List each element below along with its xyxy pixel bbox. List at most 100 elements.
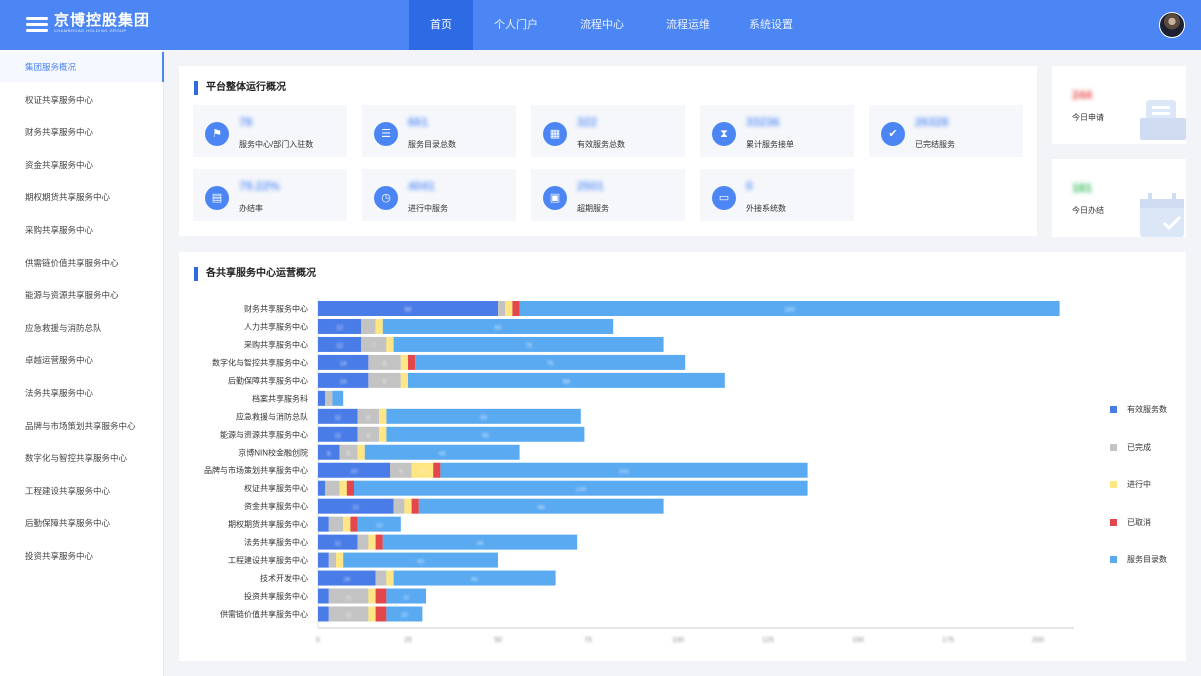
sidebar-item[interactable]: 品牌与市场策划共享服务中心 (25, 420, 136, 431)
sidebar-item[interactable]: 法务共享服务中心 (25, 388, 94, 398)
bar-segment[interactable] (393, 498, 405, 514)
sidebar-item[interactable]: 财务共享服务中心 (25, 127, 94, 138)
bar-segment[interactable] (318, 534, 358, 550)
legend-item[interactable]: 已取消 (1110, 517, 1151, 528)
bar-segment[interactable] (336, 552, 344, 568)
bar-segment[interactable] (318, 444, 340, 460)
bar-segment[interactable] (339, 480, 347, 496)
bar-segment[interactable] (357, 426, 380, 442)
legend-item[interactable]: 已完成 (1110, 442, 1151, 453)
sidebar-item[interactable]: 期权期货共享服务中心 (25, 192, 111, 203)
sidebar-item[interactable]: 权证共享服务中心 (25, 94, 94, 105)
bar-segment[interactable] (354, 480, 808, 496)
bar-segment[interactable] (411, 498, 419, 514)
bar-segment[interactable] (357, 444, 365, 460)
bar-segment[interactable] (375, 606, 387, 622)
bar-segment[interactable] (400, 354, 408, 370)
bar-segment[interactable] (368, 534, 376, 550)
sidebar-item[interactable]: 卓越运营服务中心 (25, 355, 94, 366)
bar-segment[interactable] (440, 462, 808, 478)
stat-card[interactable]: ▭ 0 外接系统数 (700, 169, 854, 221)
sidebar-item[interactable]: 能源与资源共享服务中心 (25, 290, 119, 301)
bar-segment[interactable] (339, 444, 358, 460)
bar-segment[interactable] (328, 606, 369, 622)
sidebar-item[interactable]: 集团服务概况 (0, 52, 164, 82)
nav-item-3[interactable]: 流程运维 (666, 19, 710, 31)
bar-segment[interactable] (390, 462, 412, 478)
nav-item-4[interactable]: 系统设置 (749, 19, 793, 31)
bar-segment[interactable] (498, 301, 506, 316)
bar-segment[interactable] (318, 480, 326, 496)
bar-segment[interactable] (318, 606, 329, 622)
nav-item-1[interactable]: 个人门户 (494, 19, 538, 31)
bar-segment[interactable] (318, 336, 362, 352)
bar-segment[interactable] (318, 372, 369, 388)
sidebar-item[interactable]: 供需链价值共享服务中心 (25, 257, 119, 268)
bar-segment[interactable] (415, 354, 686, 370)
bar-segment[interactable] (325, 390, 333, 406)
bar-segment[interactable] (318, 426, 358, 442)
sidebar-item[interactable]: 后勤保障共享服务中心 (25, 518, 111, 529)
bar-segment[interactable] (318, 301, 498, 316)
bar-segment[interactable] (318, 588, 329, 604)
bar-segment[interactable] (318, 462, 390, 478)
bar-segment[interactable] (386, 570, 394, 586)
bar-segment[interactable] (318, 498, 394, 514)
bar-segment[interactable] (368, 372, 401, 388)
bar-segment[interactable] (328, 516, 344, 532)
brand-logo[interactable]: 京博控股集团 CHAMBROAD HOLDING GROUP (26, 13, 150, 34)
bar-segment[interactable] (375, 588, 387, 604)
bar-segment[interactable] (382, 318, 614, 334)
bar-segment[interactable] (512, 301, 520, 316)
bar-segment[interactable] (343, 552, 498, 568)
sidebar-item[interactable]: 采购共享服务中心 (25, 225, 94, 235)
bar-segment[interactable] (386, 588, 426, 604)
stat-card[interactable]: ▦ 322 有效服务总数 (531, 105, 685, 157)
bar-segment[interactable] (386, 336, 394, 352)
bar-segment[interactable] (386, 426, 585, 442)
bar-segment[interactable] (411, 462, 434, 478)
bar-segment[interactable] (357, 534, 369, 550)
bar-segment[interactable] (318, 570, 376, 586)
bar-segment[interactable] (519, 301, 1060, 316)
stat-card[interactable]: ◷ 4041 进行中服务 (362, 169, 516, 221)
today-apply-card[interactable]: 244 今日申请 (1052, 66, 1186, 144)
bar-segment[interactable] (325, 480, 340, 496)
bar-segment[interactable] (364, 444, 520, 460)
bar-segment[interactable] (379, 408, 387, 424)
bar-segment[interactable] (361, 336, 387, 352)
bar-segment[interactable] (318, 552, 329, 568)
bar-segment[interactable] (350, 516, 358, 532)
bar-segment[interactable] (368, 606, 376, 622)
bar-segment[interactable] (346, 480, 354, 496)
stat-card[interactable]: ▣ 2501 超期服务 (531, 169, 685, 221)
sidebar-item[interactable]: 数字化与智控共享服务中心 (25, 453, 128, 464)
nav-item-0[interactable]: 首页 (409, 0, 473, 50)
bar-segment[interactable] (505, 301, 513, 316)
bar-segment[interactable] (386, 606, 423, 622)
user-avatar[interactable] (1159, 12, 1185, 38)
bar-segment[interactable] (400, 372, 408, 388)
today-done-card[interactable]: 181 今日办结 (1052, 159, 1186, 237)
bar-segment[interactable] (418, 498, 664, 514)
legend-item[interactable]: 服务目录数 (1110, 554, 1167, 565)
bar-segment[interactable] (379, 426, 387, 442)
nav-item-2[interactable]: 流程中心 (580, 19, 624, 31)
stat-card[interactable]: ✔ 26328 已完结服务 (869, 105, 1023, 157)
bar-segment[interactable] (393, 336, 664, 352)
bar-segment[interactable] (375, 534, 383, 550)
bar-segment[interactable] (404, 498, 412, 514)
bar-segment[interactable] (357, 516, 401, 532)
bar-segment[interactable] (357, 408, 380, 424)
bar-segment[interactable] (382, 534, 578, 550)
bar-segment[interactable] (375, 570, 387, 586)
bar-segment[interactable] (318, 408, 358, 424)
stat-card[interactable]: ⧗ 33236 累计服务接单 (700, 105, 854, 157)
bar-segment[interactable] (408, 354, 416, 370)
bar-segment[interactable] (318, 390, 326, 406)
bar-segment[interactable] (332, 390, 344, 406)
sidebar-item[interactable]: 应急救援与消防总队 (25, 322, 102, 333)
bar-segment[interactable] (368, 588, 376, 604)
stat-card[interactable]: ⚑ 78 服务中心/部门入驻数 (193, 105, 347, 157)
bar-segment[interactable] (328, 552, 336, 568)
